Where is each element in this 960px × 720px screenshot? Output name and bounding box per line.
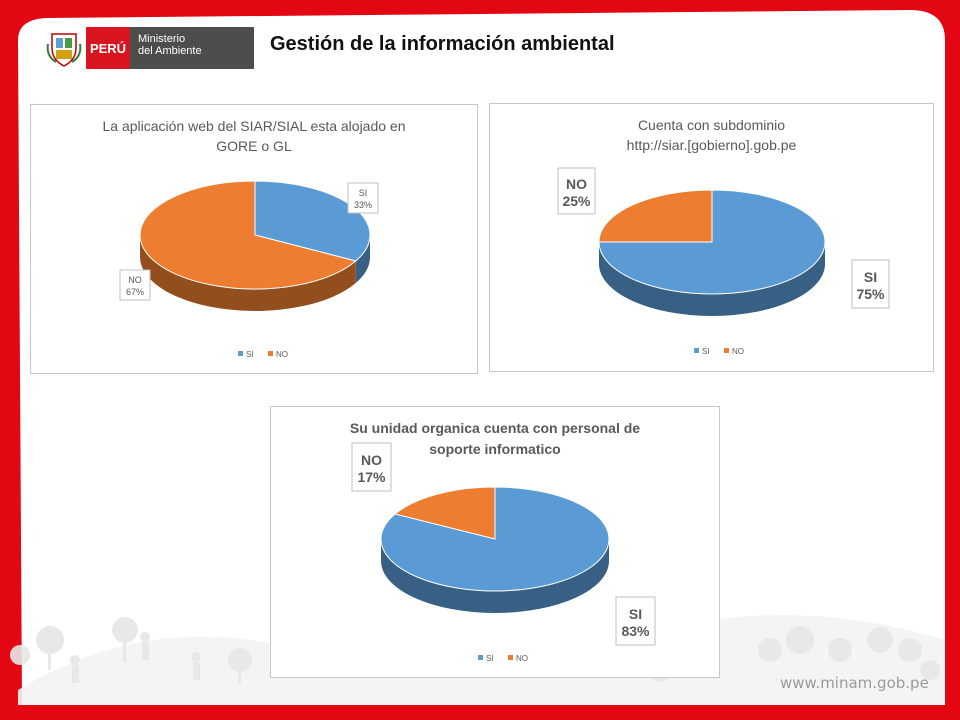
svg-text:NO: NO — [732, 347, 744, 356]
svg-text:SI: SI — [864, 269, 877, 285]
chart-title-line: Cuenta con subdominio — [638, 117, 785, 133]
pie-slice-si — [598, 189, 826, 295]
logo-line1: Ministerio — [138, 33, 186, 45]
chart-panel-aplicacion-web: La aplicación web del SIAR/SIAL esta alo… — [30, 104, 478, 374]
svg-text:NO: NO — [276, 350, 288, 359]
pie-slice-no — [139, 180, 357, 290]
svg-text:SI: SI — [629, 606, 642, 622]
legend-item-no: NO — [724, 347, 744, 356]
legend-item-no: NO — [508, 654, 528, 663]
chart-panel-subdominio: Cuenta con subdominio http://siar.[gobier… — [489, 103, 934, 372]
svg-text:17%: 17% — [357, 469, 386, 485]
data-label-si: SI 33% — [347, 182, 379, 214]
pie-chart-svg: La aplicación web del SIAR/SIAL esta alo… — [102, 118, 405, 359]
pie-chart-svg: Cuenta con subdominio http://siar.[gobier… — [557, 117, 890, 356]
chart-title-line: http://siar.[gobierno].gob.pe — [627, 137, 797, 153]
svg-text:67%: 67% — [126, 287, 144, 297]
svg-text:NO: NO — [566, 176, 587, 192]
svg-text:SI: SI — [486, 654, 494, 663]
logo-ministry: Ministerio del Ambiente — [130, 27, 254, 69]
svg-text:SI: SI — [702, 347, 710, 356]
chart-title-line: Su unidad organica cuenta con personal d… — [350, 420, 640, 436]
svg-text:SI: SI — [359, 188, 368, 198]
coat-of-arms-icon — [46, 33, 82, 67]
page-title: Gestión de la información ambiental — [270, 33, 615, 55]
chart-title-line: La aplicación web del SIAR/SIAL esta alo… — [102, 118, 405, 134]
ministry-logo: PERÚ Ministerio del Ambiente — [86, 27, 254, 69]
chart-title-line: soporte informatico — [429, 441, 560, 457]
legend-item-no: NO — [268, 350, 288, 359]
pie-slice-side-si — [355, 235, 370, 284]
svg-text:33%: 33% — [354, 200, 372, 210]
chart-title-line: GORE o GL — [216, 138, 292, 154]
legend-item-si: SI — [238, 350, 254, 359]
svg-text:NO: NO — [516, 654, 528, 663]
logo-line2: del Ambiente — [138, 45, 202, 57]
pie-slice-side-si — [381, 539, 609, 613]
pie-slice-no — [598, 189, 713, 243]
svg-text:25%: 25% — [562, 193, 591, 209]
svg-text:75%: 75% — [856, 286, 885, 302]
data-label-no: NO 67% — [119, 269, 151, 301]
pie-slice-side-no — [140, 235, 356, 311]
pie-slice-side-si — [599, 242, 825, 316]
chart-panel-soporte-informatico: Su unidad organica cuenta con personal d… — [270, 406, 720, 678]
legend-item-si: SI — [694, 347, 710, 356]
legend-item-si: SI — [478, 654, 494, 663]
logo-country: PERÚ — [86, 27, 130, 69]
svg-text:SI: SI — [246, 350, 254, 359]
footer-url: www.minam.gob.pe — [780, 674, 929, 692]
svg-text:83%: 83% — [621, 623, 650, 639]
svg-text:NO: NO — [128, 275, 142, 285]
pie-slice-no — [394, 486, 496, 540]
pie-chart-svg: Su unidad organica cuenta con personal d… — [350, 420, 656, 663]
svg-text:NO: NO — [361, 452, 382, 468]
